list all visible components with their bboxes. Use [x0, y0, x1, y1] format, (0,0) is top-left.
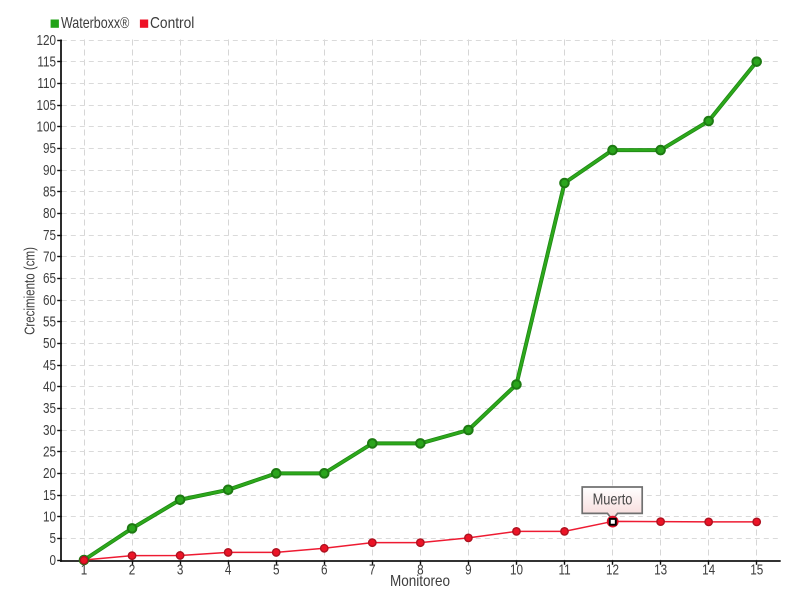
svg-text:100: 100 [36, 118, 56, 135]
svg-text:110: 110 [37, 75, 56, 92]
svg-text:15: 15 [750, 561, 763, 578]
svg-text:25: 25 [43, 443, 56, 460]
svg-text:80: 80 [43, 205, 56, 222]
svg-text:5: 5 [273, 561, 280, 578]
svg-text:1: 1 [81, 561, 88, 578]
svg-text:50: 50 [43, 335, 56, 352]
svg-text:95: 95 [43, 140, 56, 157]
svg-text:120: 120 [36, 31, 56, 48]
svg-text:8: 8 [417, 561, 424, 578]
svg-text:20: 20 [43, 465, 56, 482]
svg-text:6: 6 [321, 561, 328, 578]
svg-text:15: 15 [43, 486, 56, 503]
svg-text:75: 75 [43, 226, 56, 243]
svg-text:30: 30 [43, 421, 56, 438]
svg-text:40: 40 [43, 378, 56, 395]
svg-text:105: 105 [36, 96, 56, 113]
svg-text:115: 115 [37, 53, 56, 70]
svg-text:Monitoreo: Monitoreo [390, 573, 450, 590]
svg-text:Waterboxx®: Waterboxx® [61, 15, 130, 33]
svg-text:60: 60 [43, 291, 56, 308]
svg-text:2: 2 [129, 561, 136, 578]
svg-text:Control: Control [150, 14, 194, 32]
svg-text:65: 65 [43, 270, 56, 287]
svg-text:9: 9 [465, 561, 472, 578]
svg-text:7: 7 [369, 561, 376, 578]
svg-text:90: 90 [43, 161, 56, 178]
svg-text:10: 10 [510, 561, 523, 578]
svg-text:45: 45 [43, 356, 56, 373]
svg-text:10: 10 [43, 508, 56, 525]
svg-text:70: 70 [43, 248, 56, 265]
svg-text:5: 5 [49, 530, 56, 547]
svg-text:0: 0 [49, 551, 56, 568]
svg-text:Muerto: Muerto [593, 491, 633, 509]
svg-text:13: 13 [654, 561, 667, 578]
svg-text:Crecimiento (cm): Crecimiento (cm) [21, 247, 38, 335]
svg-text:55: 55 [43, 313, 56, 330]
svg-text:14: 14 [702, 561, 715, 578]
svg-text:11: 11 [558, 561, 570, 578]
svg-text:35: 35 [43, 400, 56, 417]
svg-text:4: 4 [225, 561, 232, 578]
svg-text:12: 12 [606, 561, 619, 578]
svg-text:85: 85 [43, 183, 56, 200]
svg-text:3: 3 [177, 561, 184, 578]
